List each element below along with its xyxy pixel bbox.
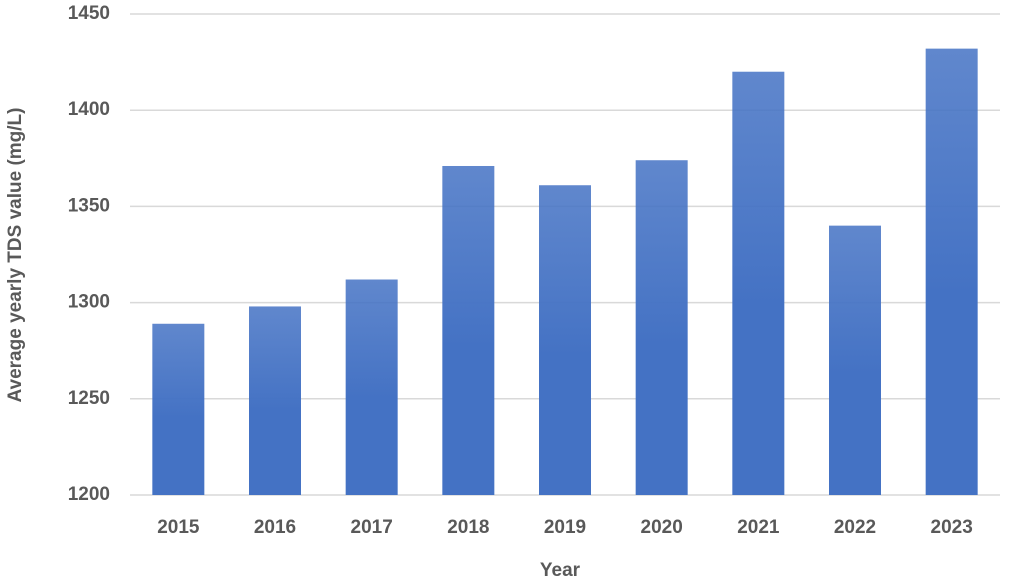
y-tick-label: 1200 [68,484,110,505]
x-tick-label: 2019 [544,517,586,538]
x-tick-label: 2022 [834,517,876,538]
bar [249,306,301,495]
y-axis-title: Average yearly TDS value (mg/L) [5,108,26,403]
x-tick-label: 2021 [737,517,780,538]
bar [732,71,785,495]
bar [152,323,205,495]
x-tick-label: 2023 [931,517,973,538]
bar [345,279,398,495]
x-axis-title: Year [540,560,581,581]
bar [539,185,591,495]
y-tick-label: 1350 [68,195,110,216]
y-tick-label: 1250 [68,388,110,409]
y-tick-label: 1450 [68,3,110,24]
bar [925,48,978,496]
bar [635,160,688,495]
x-tick-label: 2017 [351,517,393,538]
x-tick-label: 2018 [447,517,489,538]
y-tick-label: 1300 [68,292,110,313]
bar [829,225,881,495]
x-tick-label: 2020 [641,517,683,538]
x-tick-label: 2016 [254,517,296,538]
y-tick-label: 1400 [68,99,110,120]
bar [442,165,495,495]
x-tick-label: 2015 [157,517,200,538]
